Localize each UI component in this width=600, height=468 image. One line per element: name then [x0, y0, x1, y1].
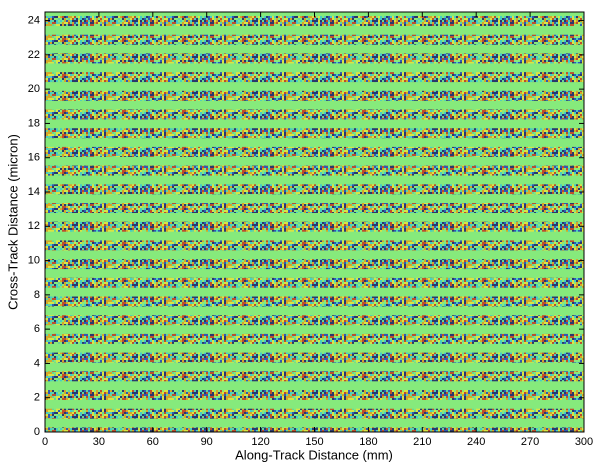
y-tick-label: 12 — [28, 220, 40, 232]
y-tick-label: 6 — [34, 323, 40, 335]
y-tick-label: 22 — [28, 49, 40, 61]
stripe-band — [45, 371, 584, 382]
y-tick-label: 4 — [34, 357, 40, 369]
stripe-band — [45, 53, 584, 64]
stripe-band — [45, 408, 584, 419]
y-tick-label: 0 — [34, 426, 40, 438]
x-tick-label: 300 — [575, 436, 593, 448]
x-tick-label: 210 — [413, 436, 431, 448]
stripe-band — [45, 16, 584, 26]
x-tick-label: 150 — [305, 436, 323, 448]
y-tick-label: 14 — [28, 186, 40, 198]
stripe-band — [45, 296, 584, 307]
y-tick-label: 18 — [28, 117, 40, 129]
stripe-band — [45, 240, 584, 251]
stripe-band — [45, 128, 584, 139]
x-tick-label: 120 — [251, 436, 269, 448]
stripe-band — [45, 277, 584, 288]
stripe-band — [45, 203, 584, 213]
x-tick-label: 60 — [147, 436, 159, 448]
stripe-band — [45, 221, 584, 232]
y-axis-label: Cross-Track Distance (micron) — [5, 134, 20, 310]
stripe-band — [45, 72, 584, 83]
x-tick-label: 0 — [42, 436, 48, 448]
stripe-band — [45, 390, 584, 400]
stripe-band — [45, 109, 584, 120]
stripe-band — [45, 184, 584, 195]
stripe-band — [45, 146, 584, 157]
x-tick-label: 240 — [467, 436, 485, 448]
y-tick-label: 10 — [28, 254, 40, 266]
x-tick-label: 90 — [201, 436, 213, 448]
y-tick-label: 2 — [34, 392, 40, 404]
y-tick-label: 20 — [28, 83, 40, 95]
x-axis-label: Along-Track Distance (mm) — [235, 447, 393, 462]
x-tick-label: 180 — [359, 436, 377, 448]
stripe-band — [45, 165, 584, 176]
y-tick-label: 8 — [34, 289, 40, 301]
stripe-band — [45, 90, 584, 101]
y-tick-label: 24 — [28, 14, 40, 26]
x-tick-label: 270 — [521, 436, 539, 448]
stripe-band — [45, 34, 584, 45]
stripe-band — [45, 352, 584, 363]
stripe-band — [45, 315, 584, 326]
x-tick-label: 30 — [93, 436, 105, 448]
stripe-band — [45, 259, 584, 270]
stripe-band — [45, 333, 584, 344]
stripe-bands — [45, 16, 584, 432]
y-tick-label: 16 — [28, 152, 40, 164]
